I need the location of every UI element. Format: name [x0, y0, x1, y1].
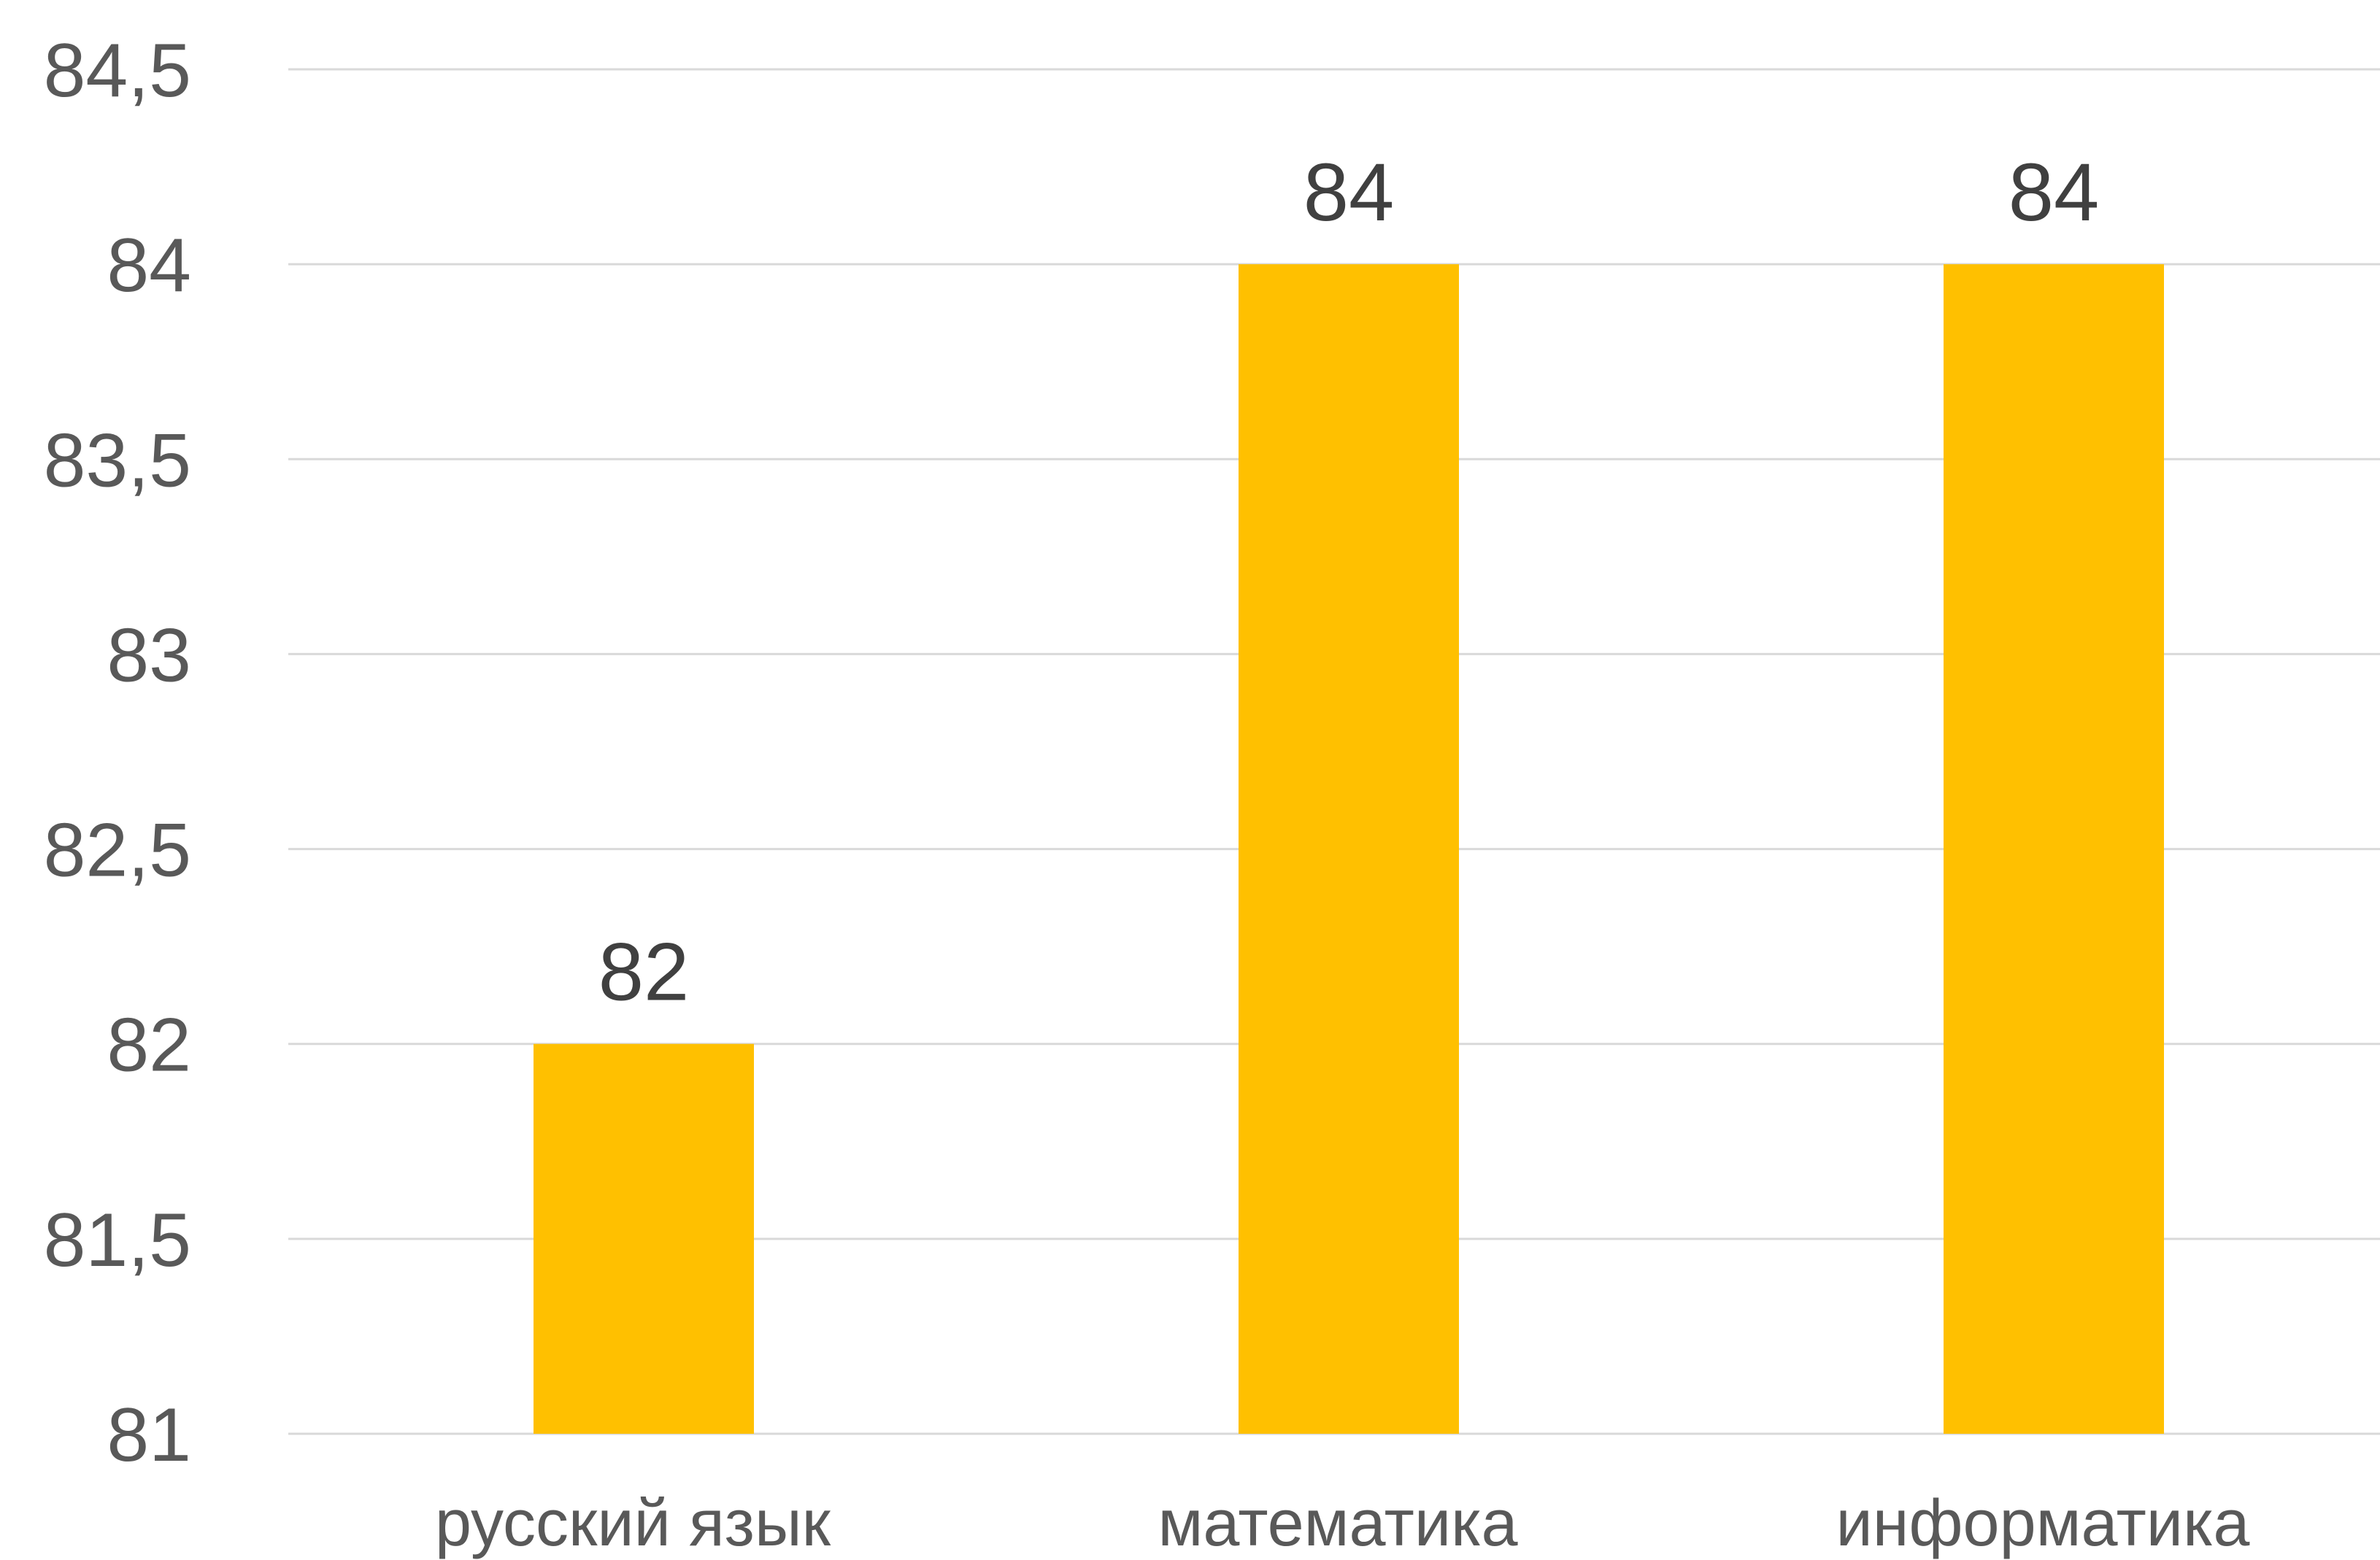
- y-tick-label: 81: [107, 1393, 191, 1478]
- bar: [1239, 264, 1459, 1434]
- y-tick-label: 82: [107, 1003, 191, 1088]
- y-tick-label: 83: [107, 613, 191, 698]
- data-label: 84: [2009, 147, 2100, 238]
- y-tick-label: 82,5: [44, 808, 191, 893]
- x-category-label: русский язык: [435, 1487, 831, 1560]
- data-labels: 82 84 84: [598, 147, 2100, 1018]
- bars: [534, 264, 2164, 1434]
- y-tick-label: 84,5: [44, 28, 191, 113]
- y-tick-label: 84: [107, 223, 191, 308]
- bar: [1944, 264, 2164, 1434]
- y-axis-tick-labels: 81 81,5 82 82,5 83 83,5 84 84,5: [44, 28, 191, 1478]
- x-category-label: математика: [1158, 1487, 1518, 1560]
- y-tick-label: 81,5: [44, 1198, 191, 1283]
- bar: [534, 1043, 754, 1434]
- data-label: 84: [1303, 147, 1395, 238]
- data-label: 82: [598, 927, 690, 1018]
- x-axis-category-labels: русский язык математика информатика: [435, 1487, 2250, 1560]
- y-tick-label: 83,5: [44, 418, 191, 503]
- x-category-label: информатика: [1836, 1487, 2251, 1560]
